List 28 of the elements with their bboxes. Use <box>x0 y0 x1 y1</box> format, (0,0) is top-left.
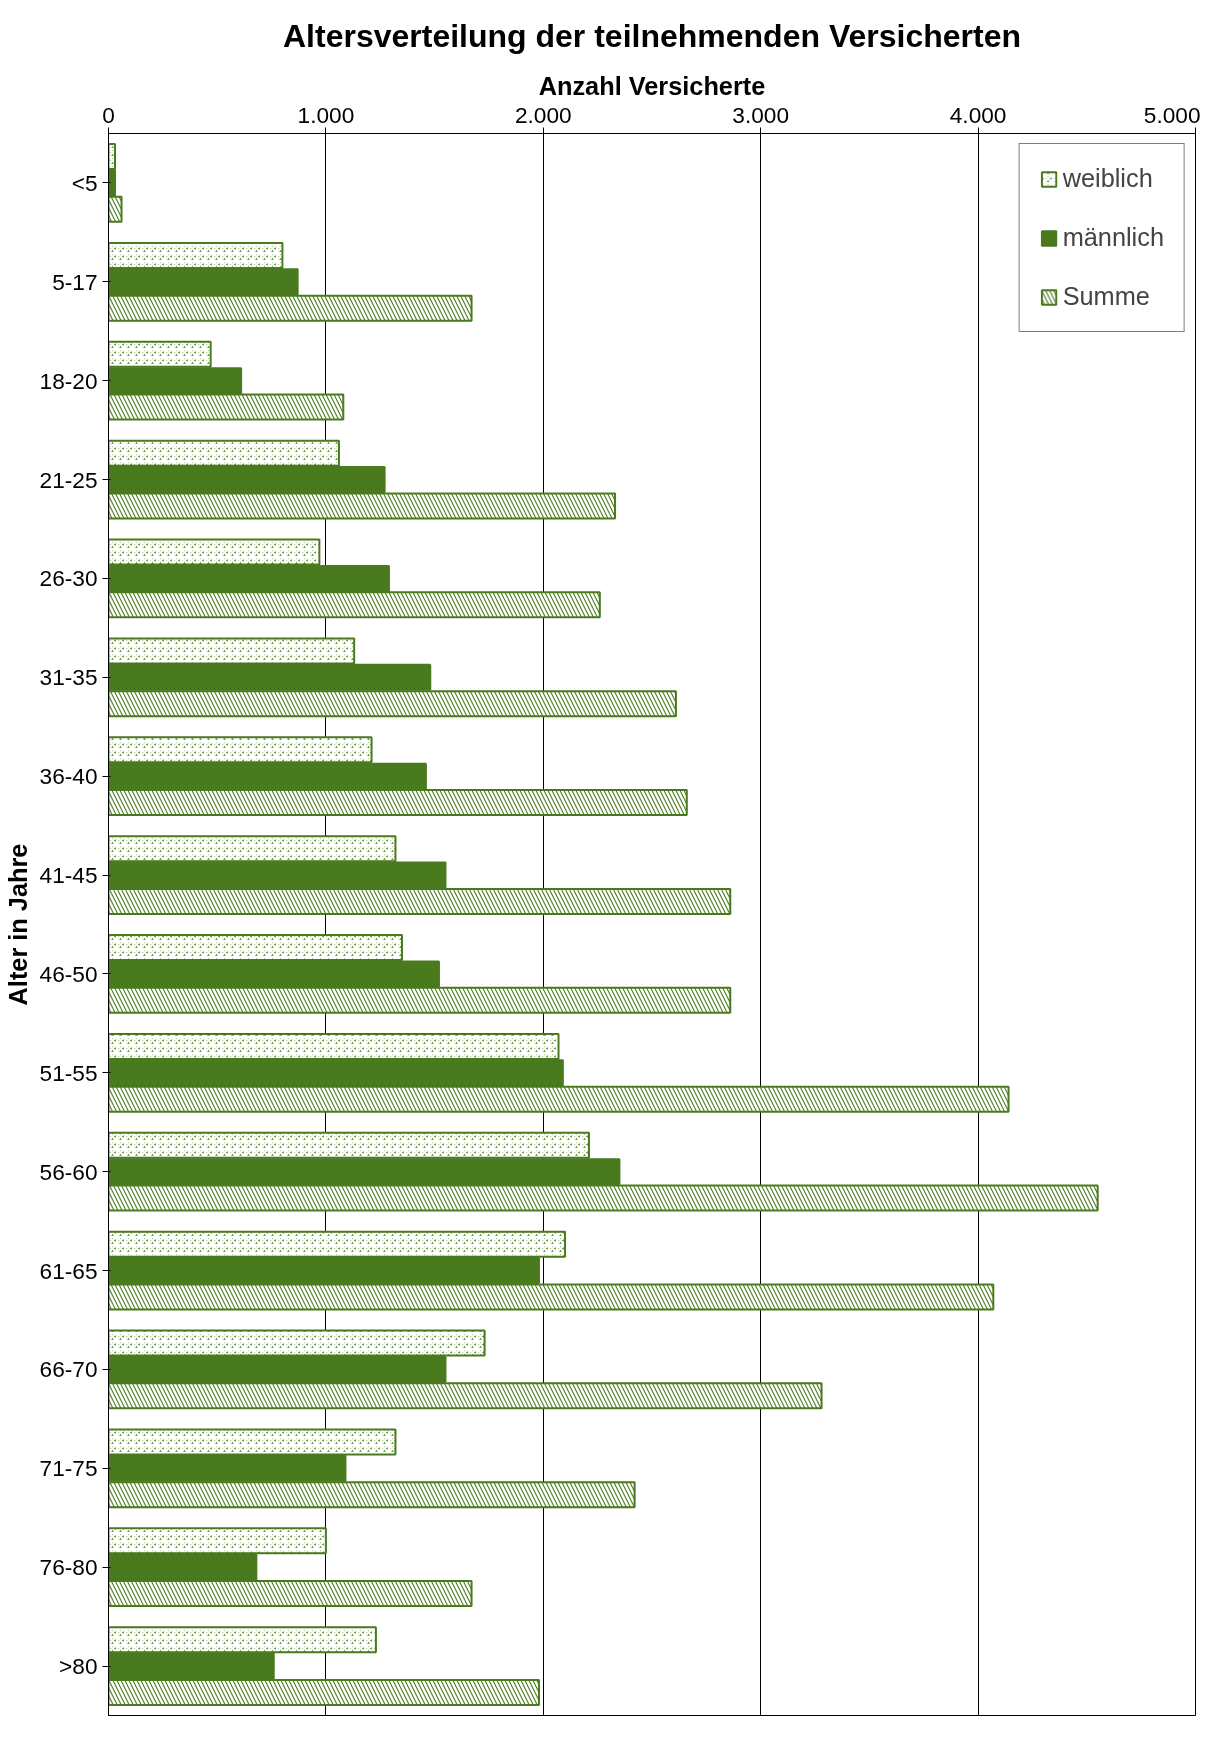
x-axis-title: Anzahl Versicherte <box>538 71 766 100</box>
y-tick-label: 46-50 <box>39 960 98 987</box>
y-tick-label: 26-30 <box>39 565 98 592</box>
x-tick-label: 2.000 <box>514 101 572 128</box>
x-tick-label: 4.000 <box>949 101 1007 128</box>
y-tick-label: 31-35 <box>39 664 98 691</box>
legend-label: männlich <box>1062 223 1164 252</box>
legend-label: weiblich <box>1062 164 1153 193</box>
y-tick-label: <5 <box>71 169 98 196</box>
y-tick-label: 21-25 <box>39 466 98 493</box>
legend-label: Summe <box>1062 282 1150 311</box>
y-tick-label: 56-60 <box>39 1158 98 1185</box>
y-tick-label: 51-55 <box>39 1059 98 1086</box>
x-tick-label: 5.000 <box>1143 101 1201 128</box>
x-tick-label: 0 <box>102 101 115 128</box>
y-tick-label: 71-75 <box>39 1455 98 1482</box>
y-tick-label: 18-20 <box>39 367 98 394</box>
y-tick-label: 66-70 <box>39 1356 98 1383</box>
y-tick-label: 61-65 <box>39 1257 98 1284</box>
chart-title: Altersverteilung der teilnehmenden Versicherten <box>282 17 1022 54</box>
y-tick-label: 76-80 <box>39 1554 98 1581</box>
y-tick-label: 41-45 <box>39 862 98 889</box>
y-tick-label: 5-17 <box>52 268 98 295</box>
y-tick-label: 36-40 <box>39 763 98 790</box>
y-tick-label: >80 <box>59 1653 98 1680</box>
x-tick-label: 1.000 <box>297 101 355 128</box>
y-axis-title: Alter in Jahre <box>3 843 32 1006</box>
x-tick-label: 3.000 <box>732 101 790 128</box>
